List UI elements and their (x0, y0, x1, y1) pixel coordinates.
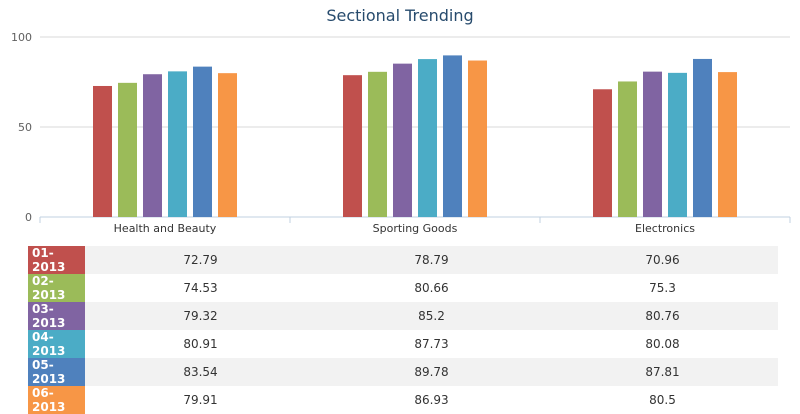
table-cell: 80.91 (183, 337, 218, 351)
table-row: 04-2013 80.91 87.73 80.08 (28, 330, 778, 358)
table-row: 03-2013 79.32 85.2 80.76 (28, 302, 778, 330)
table-cell: 83.54 (85, 358, 316, 386)
bar[interactable] (468, 60, 487, 217)
y-tick-label: 0 (25, 211, 32, 224)
table-cell: 72.79 (85, 246, 316, 274)
bar-series (93, 55, 737, 218)
bar[interactable] (193, 66, 212, 218)
bar[interactable] (368, 71, 387, 217)
bar[interactable] (393, 63, 412, 217)
table-cell: 75.3 (649, 281, 676, 295)
bar[interactable] (118, 82, 137, 217)
bar[interactable] (618, 81, 637, 218)
table-cell: 80.08 (645, 337, 680, 351)
table-row: 02-2013 74.53 80.66 75.3 (28, 274, 778, 302)
series-label: 05-2013 (28, 358, 85, 386)
series-label: 01-2013 (28, 246, 85, 274)
y-tick-label: 50 (18, 121, 32, 134)
table-cell: 78.79 (316, 246, 547, 274)
table-cell: 79.32 (85, 302, 316, 330)
table-cell: 85.2 (316, 302, 547, 330)
y-tick-label: 100 (11, 31, 32, 44)
table-cell: 74.53 (183, 281, 218, 295)
series-label: 06-2013 (28, 386, 85, 414)
bar[interactable] (418, 59, 437, 217)
y-axis-ticks: 0 50 100 (11, 31, 32, 224)
bar[interactable] (443, 55, 462, 218)
x-category-label: Sporting Goods (373, 222, 458, 235)
table-cell: 86.93 (414, 393, 449, 407)
series-label: 02-2013 (28, 274, 85, 302)
table-cell: 87.73 (414, 337, 449, 351)
table-row: 06-2013 79.91 86.93 80.5 (28, 386, 778, 414)
table-cell: 79.91 (183, 393, 218, 407)
table-row: 05-2013 83.54 89.78 87.81 (28, 358, 778, 386)
bar[interactable] (93, 85, 112, 217)
table-cell: 80.76 (547, 302, 778, 330)
table-cell: 89.78 (316, 358, 547, 386)
bar[interactable] (643, 71, 662, 218)
x-category-label: Electronics (635, 222, 695, 235)
series-label: 03-2013 (28, 302, 85, 330)
table-row: 01-2013 72.79 78.79 70.96 (28, 246, 778, 274)
chart-title: Sectional Trending (326, 6, 474, 25)
bar[interactable] (718, 72, 737, 217)
bar[interactable] (693, 58, 712, 217)
table-cell: 87.81 (547, 358, 778, 386)
series-label: 04-2013 (28, 330, 85, 358)
data-table: 01-2013 72.79 78.79 70.96 02-2013 74.53 80.66 7… (28, 246, 778, 414)
table-cell: 80.5 (649, 393, 676, 407)
table-cell: 70.96 (547, 246, 778, 274)
bar[interactable] (343, 75, 362, 217)
bar[interactable] (218, 73, 237, 217)
bar[interactable] (143, 74, 162, 217)
bar-chart: 0 50 100 Health and Beauty Sporting Goods El… (11, 31, 791, 235)
x-category-label: Health and Beauty (114, 222, 217, 235)
bar[interactable] (668, 72, 687, 217)
bar[interactable] (168, 71, 187, 217)
grid-lines (40, 36, 790, 218)
bar[interactable] (593, 89, 612, 217)
table-cell: 80.66 (414, 281, 449, 295)
x-axis: Health and Beauty Sporting Goods Electroni… (39, 217, 791, 235)
